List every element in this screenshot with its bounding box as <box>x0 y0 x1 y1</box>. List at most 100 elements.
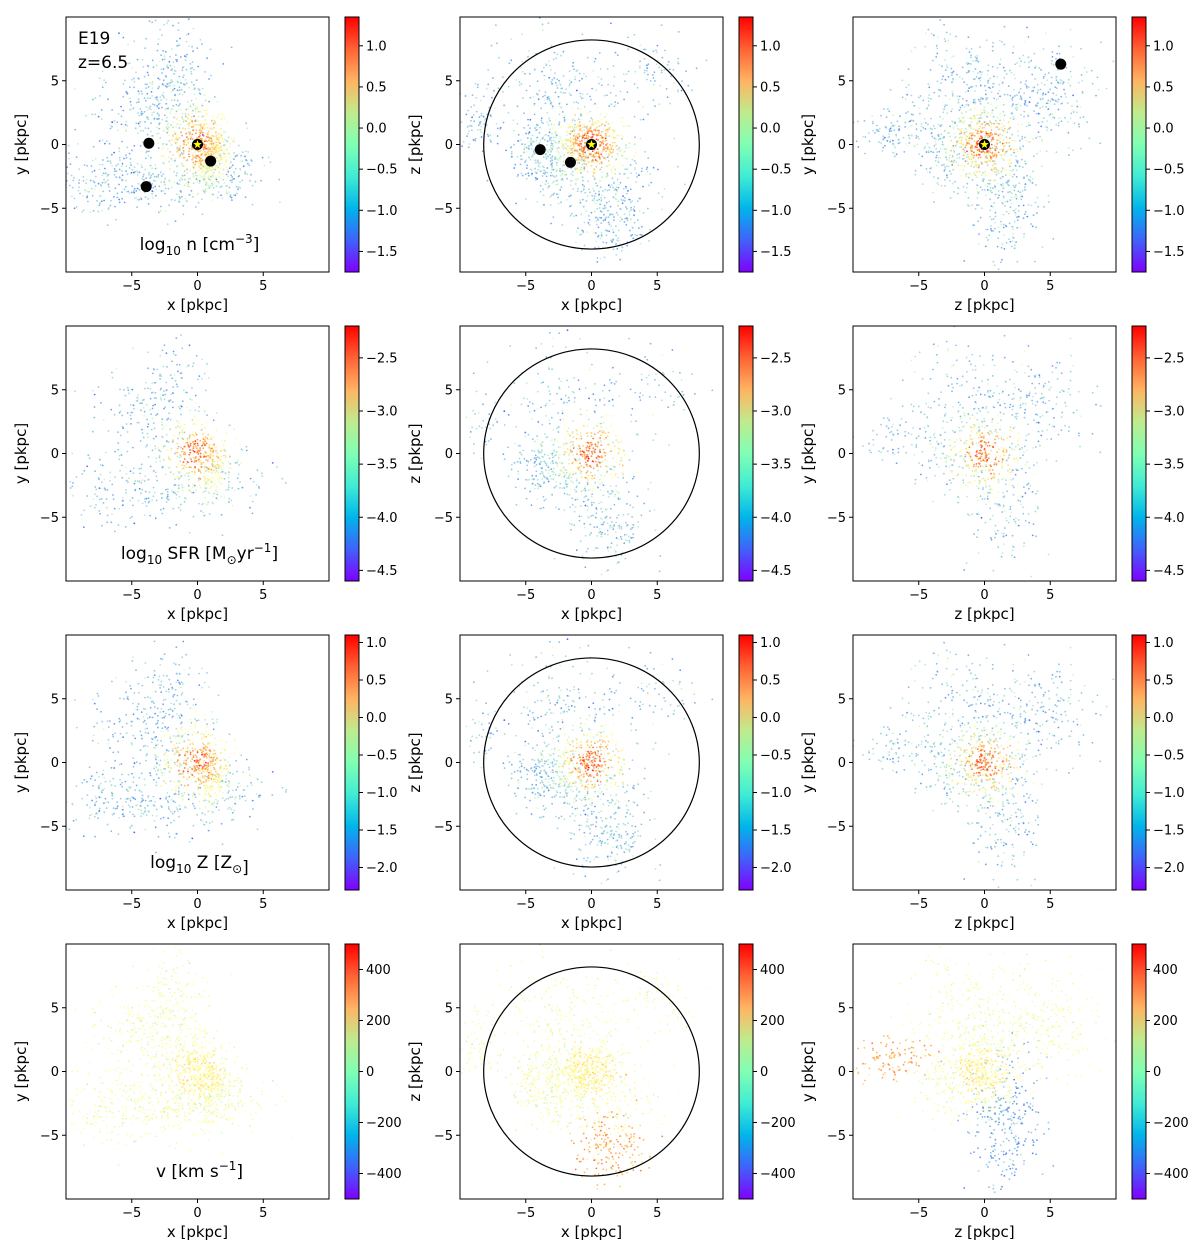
scatter-point <box>179 419 181 422</box>
scatter-point <box>914 145 916 148</box>
scatter-point <box>983 108 985 111</box>
x-tick-label: 5 <box>1046 279 1054 294</box>
scatter-point <box>151 59 154 62</box>
scatter-point <box>606 171 609 174</box>
scatter-point <box>987 64 990 66</box>
scatter-point <box>466 125 469 128</box>
scatter-point <box>575 101 578 104</box>
scatter-point <box>1001 258 1003 261</box>
scatter-point <box>228 163 231 165</box>
scatter-point <box>249 180 251 182</box>
scatter-point <box>979 76 982 79</box>
scatter-point <box>244 196 247 199</box>
scatter-point <box>187 124 190 127</box>
scatter-point <box>180 177 183 180</box>
scatter-point <box>572 138 575 141</box>
scatter-point <box>194 120 197 122</box>
scatter-point <box>213 460 216 463</box>
scatter-point <box>617 186 620 189</box>
scatter-point <box>1021 189 1024 192</box>
scatter-point <box>939 148 942 151</box>
scatter-point <box>668 68 671 71</box>
scatter-point <box>1009 165 1011 168</box>
scatter-point <box>475 110 478 113</box>
scatter-point <box>92 180 95 183</box>
scatter-point <box>978 120 981 122</box>
scatter-point <box>546 111 549 114</box>
scatter-point <box>938 89 940 91</box>
scatter-point <box>594 202 597 205</box>
scatter-point <box>1009 69 1011 72</box>
scatter-point <box>1059 79 1062 81</box>
scatter-point <box>531 169 533 171</box>
scatter-point <box>128 152 131 155</box>
scatter-point <box>982 150 985 153</box>
scatter-point <box>544 91 547 94</box>
scatter-point <box>175 126 178 129</box>
scatter-point <box>122 109 125 112</box>
scatter-point <box>951 155 954 158</box>
scatter-point <box>904 126 907 128</box>
scatter-point <box>949 135 951 138</box>
scatter-point <box>911 101 914 104</box>
scatter-point <box>1069 117 1072 120</box>
scatter-point <box>981 111 984 114</box>
scatter-point <box>933 176 935 178</box>
scatter-point <box>535 139 538 142</box>
scatter-point <box>187 138 190 141</box>
scatter-point <box>131 185 134 188</box>
scatter-point <box>1067 78 1070 81</box>
scatter-point <box>539 184 542 187</box>
scatter-point <box>248 164 251 167</box>
scatter-point <box>636 234 638 237</box>
scatter-point <box>131 168 134 171</box>
scatter-point <box>533 152 536 155</box>
scatter-point <box>166 148 169 150</box>
scatter-point <box>66 179 68 182</box>
scatter-point <box>994 147 996 150</box>
scatter-point <box>82 176 85 178</box>
scatter-point <box>979 216 982 219</box>
scatter-point <box>1024 186 1026 189</box>
scatter-point <box>985 194 987 197</box>
scatter-point <box>218 148 221 151</box>
scatter-point <box>1006 128 1009 131</box>
scatter-point <box>139 129 142 132</box>
scatter-point <box>937 138 940 141</box>
scatter-point <box>205 164 207 167</box>
scatter-point <box>876 130 878 133</box>
scatter-point <box>510 38 513 41</box>
scatter-point <box>149 97 152 100</box>
scatter-point <box>589 110 592 113</box>
scatter-point <box>152 186 155 189</box>
scatter-point <box>580 145 583 148</box>
scatter-point <box>937 134 940 137</box>
scatter-point <box>1018 140 1021 143</box>
scatter-point <box>571 174 574 177</box>
scatter-point <box>178 201 181 203</box>
scatter-point <box>1051 51 1054 53</box>
scatter-point <box>190 145 192 147</box>
scatter-point <box>655 49 657 52</box>
scatter-point <box>482 95 485 98</box>
scatter-point <box>946 66 949 69</box>
scatter-point <box>66 166 69 169</box>
scatter-point <box>995 171 997 174</box>
scatter-point <box>1018 57 1021 60</box>
x-tick-label: −5 <box>122 279 141 294</box>
scatter-point <box>608 105 611 107</box>
scatter-point <box>907 111 909 113</box>
scatter-point <box>940 82 942 85</box>
scatter-point <box>108 190 111 192</box>
scatter-point <box>190 115 193 118</box>
scatter-point <box>1000 138 1002 140</box>
scatter-point <box>192 161 195 164</box>
scatter-point <box>100 109 103 111</box>
scatter-point <box>1036 152 1038 155</box>
scatter-point <box>143 75 146 78</box>
scatter-point <box>170 157 173 160</box>
scatter-point <box>962 148 965 151</box>
scatter-point <box>539 126 541 129</box>
scatter-point <box>204 151 207 153</box>
scatter-point <box>988 160 991 163</box>
